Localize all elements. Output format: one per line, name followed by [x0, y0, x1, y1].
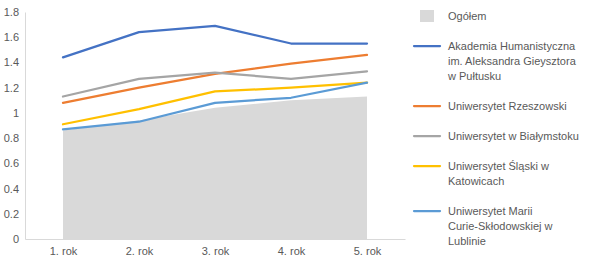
- y-tick-label: 1.6: [4, 31, 19, 43]
- legend-label: Akademia Humanistycznaim. Aleksandra Gie…: [447, 40, 577, 82]
- y-tick: 1: [13, 107, 25, 119]
- legend-item: Uniwersytet Śląski wKatowicach: [414, 160, 549, 187]
- y-tick-label: 1.2: [4, 82, 19, 94]
- x-tick-label: 2. rok: [126, 245, 154, 257]
- line: [63, 55, 367, 103]
- y-tick-label: 1: [13, 107, 19, 119]
- y-tick: 1.2: [4, 82, 25, 94]
- legend-item: Uniwersytet MariiCurie-Skłodowskiej wLub…: [414, 205, 553, 247]
- x-tick: 4. rok: [278, 239, 306, 257]
- x-axis: 1. rok 2. rok 3. rok 4. rok 5. rok: [26, 239, 406, 257]
- y-axis: 0 0.2 0.4 0.6 0.8 1 1.2 1.4 1.6 1.8: [4, 6, 26, 245]
- legend-swatch: [414, 45, 440, 47]
- legend-swatch: [414, 165, 440, 167]
- legend-label: Uniwersytet w Białymstoku: [448, 130, 579, 142]
- legend: Ogółem Akademia Humanistycznaim. Aleksand…: [414, 10, 579, 247]
- y-tick: 0.8: [4, 132, 25, 144]
- legend-label: Uniwersytet Rzeszowski: [448, 100, 567, 112]
- area: [63, 96, 367, 239]
- y-tick-label: 0.8: [4, 132, 19, 144]
- y-tick: 1.4: [4, 56, 25, 68]
- y-tick-label: 1.4: [4, 56, 19, 68]
- x-tick-label: 3. rok: [202, 245, 230, 257]
- legend-swatch: [414, 210, 440, 212]
- x-tick-label: 1. rok: [50, 245, 78, 257]
- plot-area: [63, 26, 367, 239]
- x-tick-label: 5. rok: [354, 245, 382, 257]
- y-tick-label: 0.4: [4, 183, 19, 195]
- y-axis-line: [25, 13, 26, 240]
- x-tick: 5. rok: [354, 239, 382, 257]
- legend-swatch: [420, 10, 434, 22]
- y-tick: 0: [13, 233, 25, 245]
- y-tick-label: 0: [13, 233, 19, 245]
- y-tick: 1.6: [4, 31, 25, 43]
- legend-item: Uniwersytet w Białymstoku: [414, 130, 579, 142]
- y-tick-label: 0.6: [4, 157, 19, 169]
- legend-swatch: [414, 105, 440, 107]
- y-tick-label: 0.2: [4, 208, 19, 220]
- legend-label: Uniwersytet Śląski wKatowicach: [448, 160, 549, 187]
- x-tick: 1. rok: [50, 239, 78, 257]
- line: [63, 83, 367, 130]
- y-tick: 1.8: [4, 6, 25, 18]
- legend-item: Uniwersytet Rzeszowski: [414, 100, 567, 112]
- legend-label: Ogółem: [448, 10, 487, 22]
- x-tick: 2. rok: [126, 239, 154, 257]
- legend-swatch: [414, 135, 440, 137]
- line: [63, 26, 367, 58]
- y-tick: 0.4: [4, 183, 25, 195]
- y-tick: 0.2: [4, 208, 25, 220]
- legend-label: Uniwersytet MariiCurie-Skłodowskiej wLub…: [448, 205, 553, 247]
- legend-item: Ogółem: [420, 10, 487, 22]
- x-tick: 3. rok: [202, 239, 230, 257]
- legend-item: Akademia Humanistycznaim. Aleksandra Gie…: [414, 40, 577, 82]
- x-tick-label: 4. rok: [278, 245, 306, 257]
- y-tick: 0.6: [4, 157, 25, 169]
- y-tick-label: 1.8: [4, 6, 19, 18]
- x-axis-line: [26, 239, 406, 240]
